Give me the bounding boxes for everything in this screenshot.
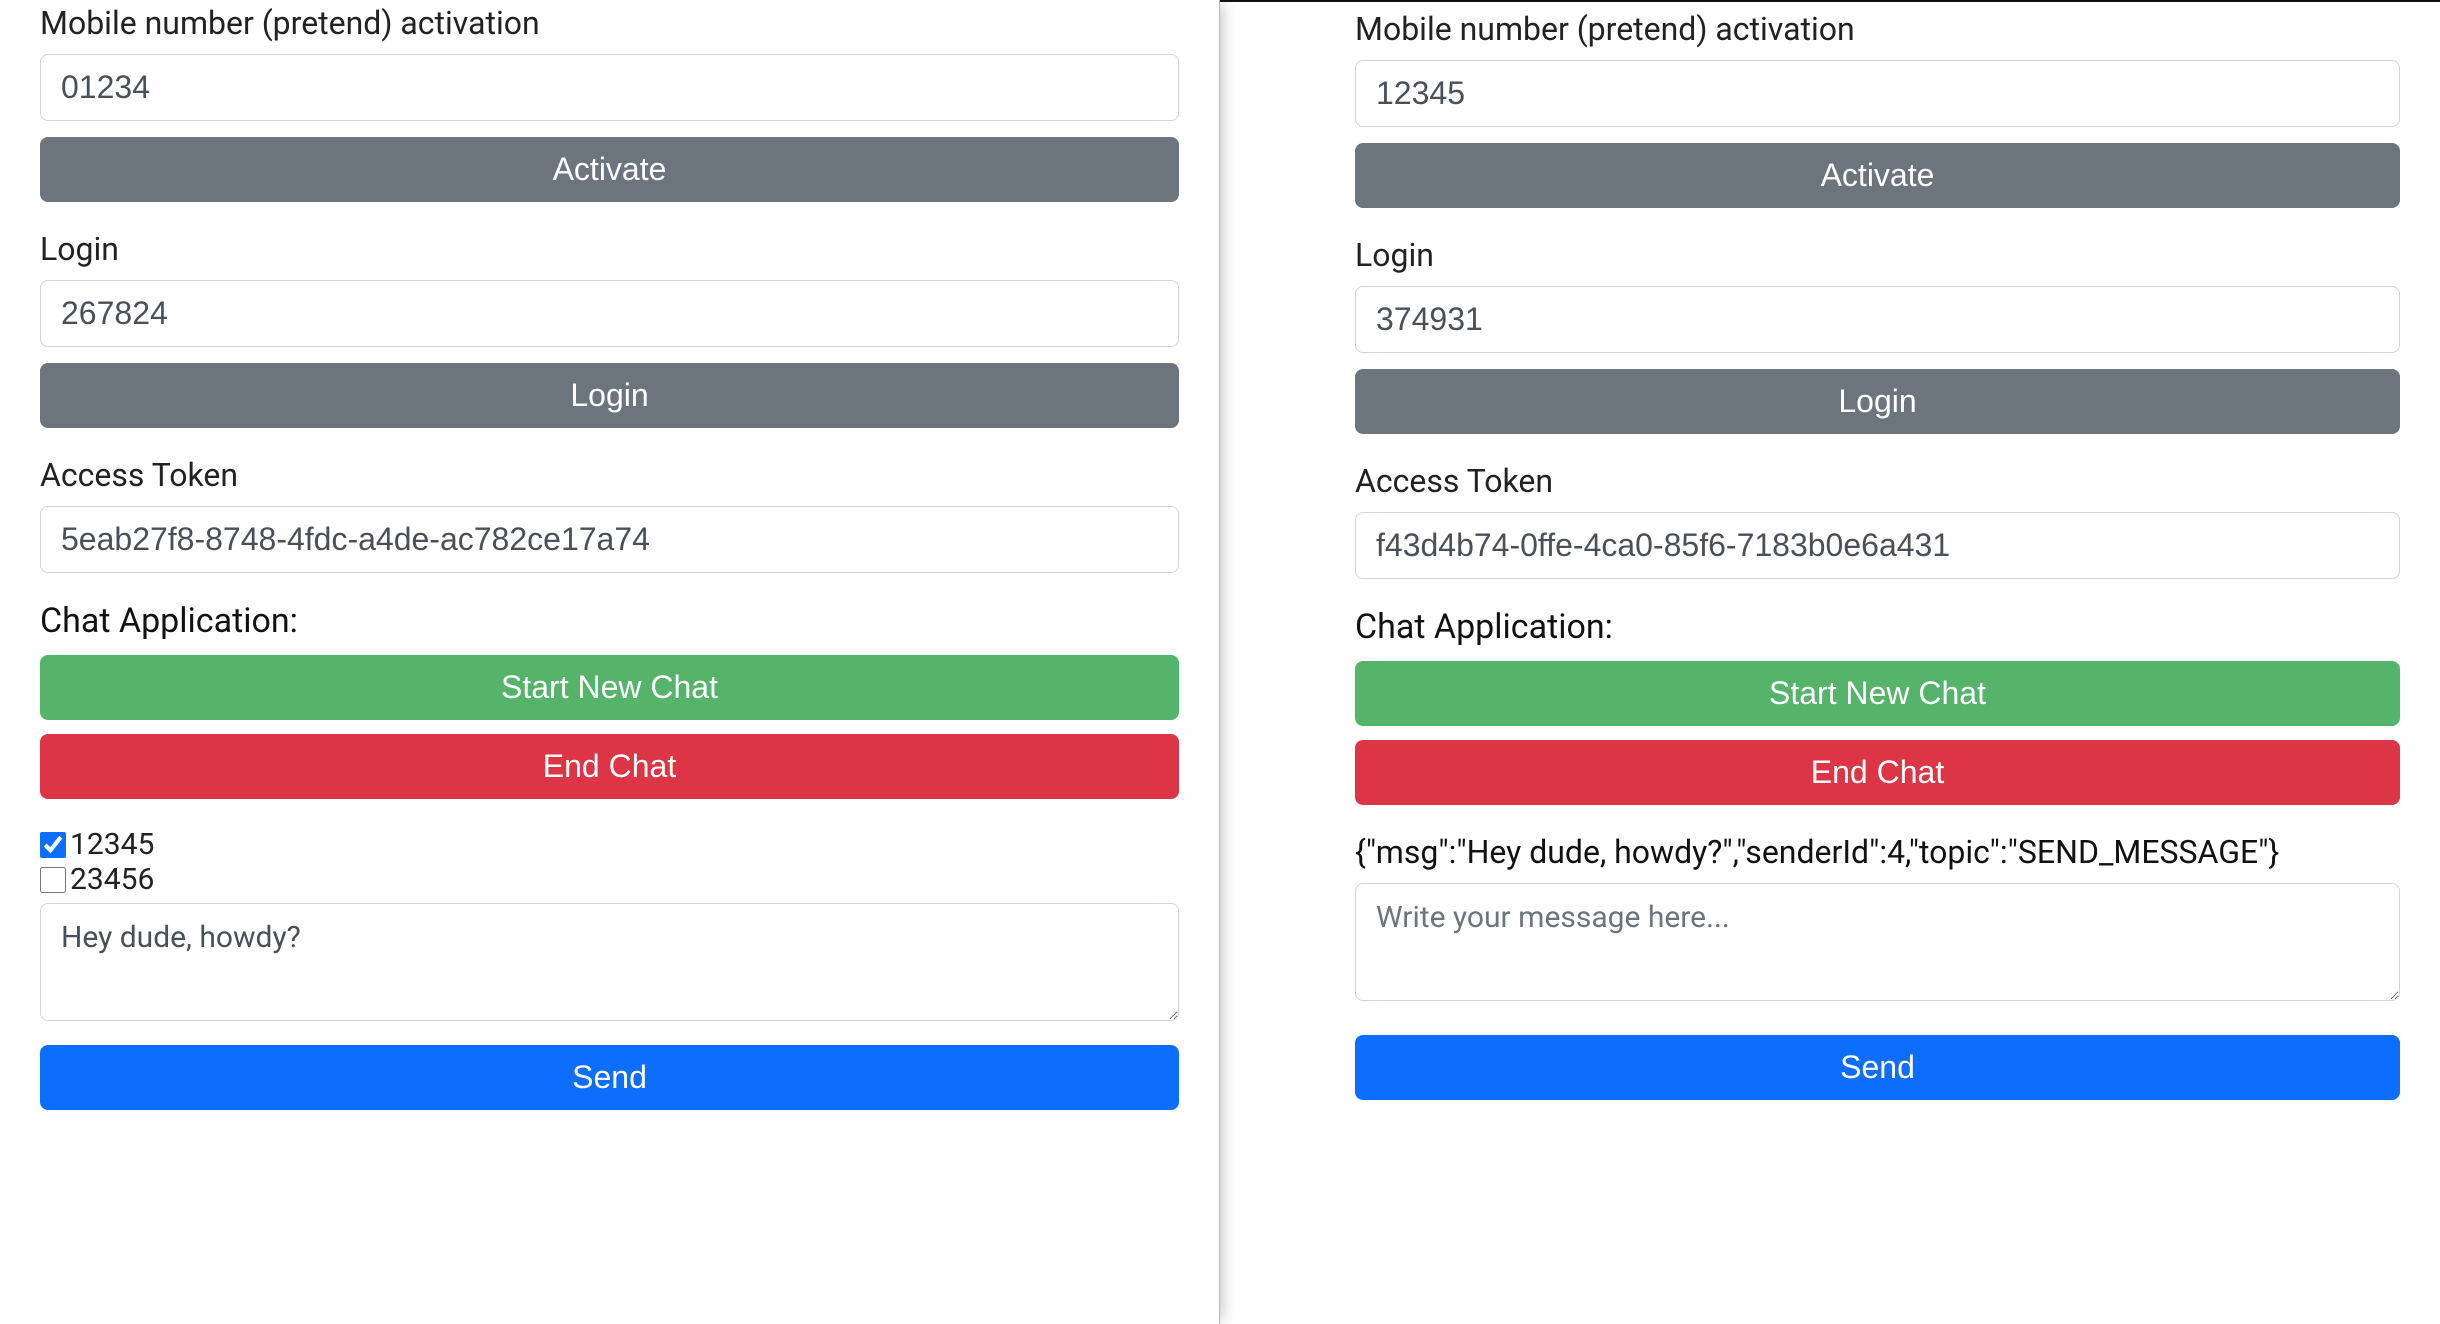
recipient-list: 12345 23456 [40,827,1179,897]
login-button[interactable]: Login [40,363,1179,428]
pane-right: Mobile number (pretend) activation Activ… [1220,0,2440,1324]
login-input[interactable] [40,280,1179,347]
pane-left: Mobile number (pretend) activation Activ… [0,0,1220,1324]
send-button[interactable]: Send [40,1045,1179,1110]
recipient-row: 23456 [40,862,1179,897]
mobile-input[interactable] [40,54,1179,121]
activate-button[interactable]: Activate [1355,143,2400,208]
recipient-label: 12345 [70,827,154,862]
recipient-checkbox-23456[interactable] [40,867,66,893]
end-chat-button[interactable]: End Chat [40,734,1179,799]
end-chat-button[interactable]: End Chat [1355,740,2400,805]
login-button[interactable]: Login [1355,369,2400,434]
login-label: Login [1355,236,2400,274]
login-input[interactable] [1355,286,2400,353]
token-input[interactable] [40,506,1179,573]
recipient-label: 23456 [70,862,154,897]
mobile-input[interactable] [1355,60,2400,127]
token-label: Access Token [1355,462,2400,500]
message-textarea[interactable] [1355,883,2400,1001]
token-label: Access Token [40,456,1179,494]
token-input[interactable] [1355,512,2400,579]
chat-app-title: Chat Application: [1355,607,2400,647]
recipient-checkbox-12345[interactable] [40,832,66,858]
chat-app-title: Chat Application: [40,601,1179,641]
start-chat-button[interactable]: Start New Chat [1355,661,2400,726]
split-container: Mobile number (pretend) activation Activ… [0,0,2440,1324]
send-button[interactable]: Send [1355,1035,2400,1100]
start-chat-button[interactable]: Start New Chat [40,655,1179,720]
login-label: Login [40,230,1179,268]
incoming-message-log: {"msg":"Hey dude, howdy?","senderId":4,"… [1355,833,2400,871]
activate-button[interactable]: Activate [40,137,1179,202]
recipient-row: 12345 [40,827,1179,862]
mobile-label: Mobile number (pretend) activation [40,4,1179,42]
mobile-label: Mobile number (pretend) activation [1355,10,2400,48]
message-textarea[interactable] [40,903,1179,1021]
